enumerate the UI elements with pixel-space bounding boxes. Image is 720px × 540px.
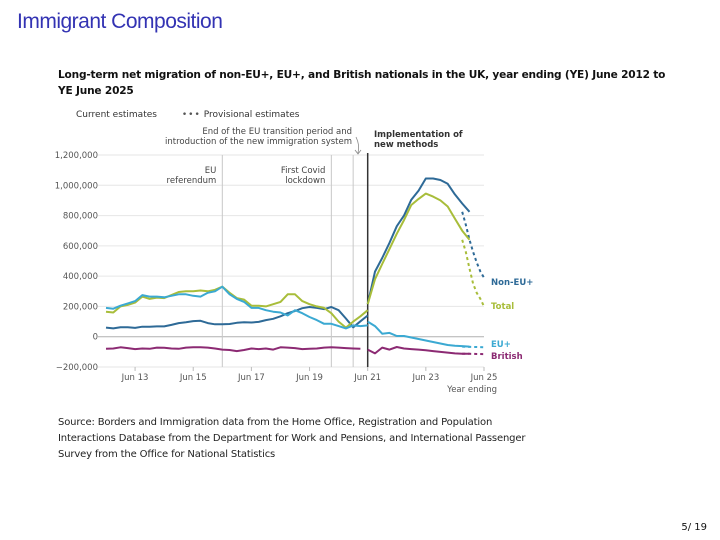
source-note: Source: Borders and Immigration data fro…	[58, 417, 526, 460]
annotation-arrow-icon	[354, 136, 362, 155]
x-tick-label: Jun 25	[470, 373, 498, 383]
x-tick-label: Jun 13	[121, 373, 149, 383]
y-tick-label: 0	[93, 333, 98, 343]
page-number: 5/ 19	[681, 522, 707, 533]
chart-title: Long-term net migration of non-EU+, EU+,…	[58, 69, 666, 97]
y-tick-label: 1,000,000	[55, 181, 98, 191]
eu-referendum-label: EU	[205, 166, 217, 176]
x-tick-label: Jun 23	[411, 373, 439, 383]
eu-series-label: EU+	[491, 340, 511, 350]
british-series-label: British	[491, 352, 523, 362]
legend-provisional-estimates: Provisional estimates	[203, 110, 300, 120]
x-tick-label: Jun 17	[237, 373, 265, 383]
eu-transition-label: introduction of the new immigration syst…	[165, 137, 352, 147]
legend-current-estimates: Current estimates	[76, 110, 157, 120]
y-tick-label: 400,000	[63, 272, 98, 282]
x-tick-label: Jun 19	[295, 373, 323, 383]
covid-lockdown-label: First Covid	[281, 166, 326, 176]
y-tick-label: 800,000	[63, 212, 98, 222]
y-tick-label: 600,000	[63, 242, 98, 252]
x-axis-label: Year ending	[446, 385, 497, 395]
british-series-line	[105, 346, 361, 353]
non-eu-series-line-new-methods	[366, 177, 471, 305]
total-series-line-new-methods	[366, 192, 471, 305]
non-eu-series-label: Non-EU+	[491, 278, 533, 288]
non-eu-provisional-line	[461, 211, 485, 279]
legend-dotted-line-icon: •••	[181, 110, 201, 120]
chart-legend: Current estimates ••• Provisional estimat…	[76, 110, 321, 120]
x-tick-label: Jun 21	[353, 373, 381, 383]
new-methods-label: new methods	[374, 140, 438, 150]
eu-series-line-new-methods	[367, 320, 470, 348]
new-methods-label: Implementation of	[374, 130, 463, 140]
covid-lockdown-label: lockdown	[285, 176, 325, 186]
non-eu-series-line	[105, 306, 369, 330]
y-tick-label: −200,000	[56, 363, 98, 373]
total-series-label: Total	[491, 302, 514, 312]
slide-title: Immigrant Composition	[17, 10, 223, 33]
eu-provisional-line	[462, 345, 485, 349]
total-provisional-line	[461, 239, 485, 307]
eu-series-line	[105, 285, 368, 330]
y-tick-label: 200,000	[63, 302, 98, 312]
eu-referendum-label: referendum	[167, 176, 217, 186]
british-series-line-new-methods	[367, 346, 470, 355]
y-tick-label: 1,200,000	[55, 151, 98, 161]
x-tick-label: Jun 15	[179, 373, 207, 383]
eu-transition-label: End of the EU transition period and	[202, 127, 352, 137]
